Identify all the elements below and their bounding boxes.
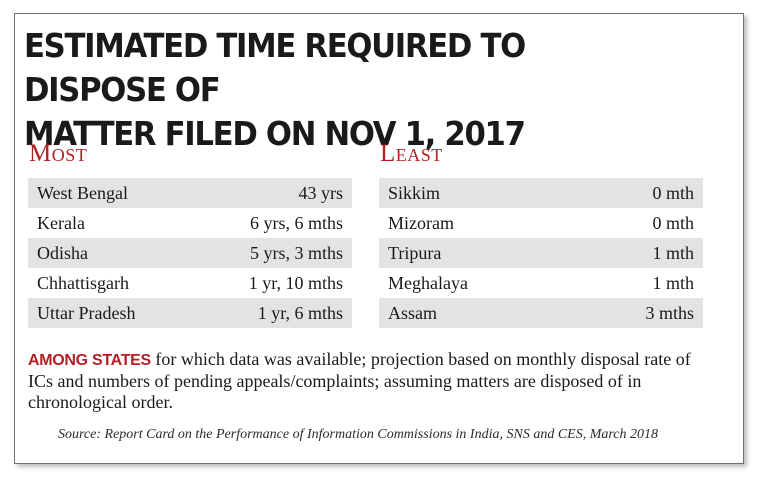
table-row: Meghalaya 1 mth xyxy=(379,268,703,298)
table-row: Odisha 5 yrs, 3 mths xyxy=(28,238,352,268)
table-row: Chhattisgarh 1 yr, 10 mths xyxy=(28,268,352,298)
time-value: 1 yr, 6 mths xyxy=(192,298,352,328)
state-name: West Bengal xyxy=(28,178,193,208)
source-credit: Source: Report Card on the Performance o… xyxy=(58,427,659,442)
state-name: Kerala xyxy=(37,212,85,233)
methodology-note: AMONG STATES for which data was availabl… xyxy=(28,349,718,413)
time-value: 6 yrs, 6 mths xyxy=(249,212,343,233)
state-name: Odisha xyxy=(28,238,193,268)
time-value: 0 mth xyxy=(571,178,703,208)
time-value: 5 yrs, 3 mths xyxy=(192,238,352,268)
time-value: 1 mth xyxy=(652,272,694,293)
least-table: Sikkim 0 mth Mizoram 0 mth Tripura 1 mth… xyxy=(379,178,703,328)
state-name: Assam xyxy=(379,298,572,328)
most-column: Most West Bengal 43 yrs Kerala 6 yrs, 6 … xyxy=(28,136,352,328)
least-column: Least Sikkim 0 mth Mizoram 0 mth Tripura… xyxy=(379,136,703,328)
time-value: 3 mths xyxy=(571,298,703,328)
state-name: Sikkim xyxy=(379,178,572,208)
most-table: West Bengal 43 yrs Kerala 6 yrs, 6 mths … xyxy=(28,178,352,328)
table-row: West Bengal 43 yrs xyxy=(28,178,352,208)
time-value: 1 mth xyxy=(571,238,703,268)
time-value: 1 yr, 10 mths xyxy=(248,272,343,293)
note-text: for which data was available; projection… xyxy=(28,349,691,412)
state-name: Tripura xyxy=(379,238,572,268)
state-name: Meghalaya xyxy=(388,272,468,293)
table-row: Assam 3 mths xyxy=(379,298,703,328)
table-row: Uttar Pradesh 1 yr, 6 mths xyxy=(28,298,352,328)
table-row: Kerala 6 yrs, 6 mths xyxy=(28,208,352,238)
state-name: Mizoram xyxy=(388,212,454,233)
time-value: 43 yrs xyxy=(192,178,352,208)
note-lead: AMONG STATES xyxy=(28,352,151,369)
time-value: 0 mth xyxy=(652,212,694,233)
table-row: Tripura 1 mth xyxy=(379,238,703,268)
title-line-1: ESTIMATED TIME REQUIRED TO DISPOSE OF xyxy=(24,26,526,109)
infographic-title: ESTIMATED TIME REQUIRED TO DISPOSE OF MA… xyxy=(24,24,666,156)
state-name: Chhattisgarh xyxy=(37,272,129,293)
table-row: Mizoram 0 mth xyxy=(379,208,703,238)
title-line-2: MATTER FILED ON NOV 1, 2017 xyxy=(24,114,526,153)
table-row: Sikkim 0 mth xyxy=(379,178,703,208)
state-name: Uttar Pradesh xyxy=(28,298,193,328)
least-heading: Least xyxy=(380,140,443,167)
most-heading: Most xyxy=(29,140,88,167)
